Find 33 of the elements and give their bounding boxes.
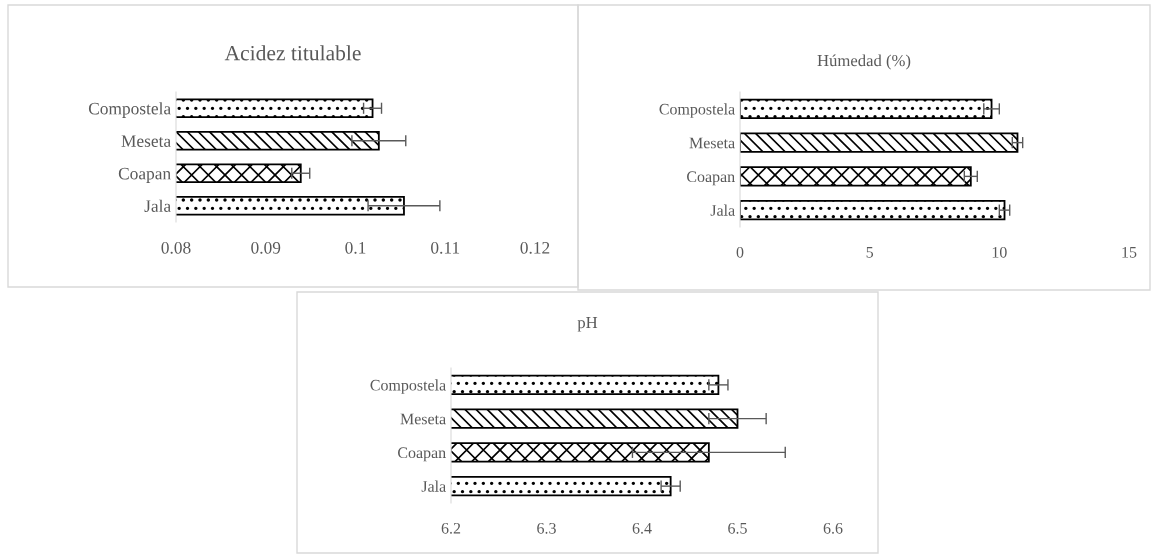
y-tick-label: Jala: [144, 199, 171, 212]
y-tick-label: Coapan: [398, 447, 446, 462]
bar: [740, 132, 1019, 153]
x-tick-label: 0.12: [520, 241, 550, 254]
chart-title: Acidez titulable: [224, 45, 361, 61]
y-tick-label: Meseta: [689, 137, 735, 149]
bar: [740, 98, 993, 120]
bar: [740, 199, 1006, 221]
bar: [740, 166, 972, 187]
x-tick-label: 6.5: [728, 522, 747, 534]
x-tick-label: 0.11: [431, 241, 460, 254]
x-tick-label: 5: [866, 247, 874, 258]
x-tick-label: 15: [1122, 246, 1137, 258]
y-tick-label: Jala: [421, 480, 446, 492]
x-tick-label: 6.6: [823, 522, 843, 534]
y-tick-label: Coapan: [118, 167, 171, 183]
x-tick-label: 0.08: [161, 241, 191, 254]
y-tick-label: Compostela: [88, 102, 171, 118]
y-tick-label: Compostela: [659, 103, 735, 118]
chart-title: Húmedad (%): [817, 54, 911, 70]
y-tick-label: Meseta: [400, 413, 446, 425]
x-tick-label: 0.1: [345, 241, 366, 254]
x-tick-label: 6.2: [441, 522, 461, 534]
x-tick-label: 0.09: [251, 241, 281, 254]
chart-title: pH: [577, 317, 598, 332]
y-tick-label: Compostela: [370, 379, 446, 394]
y-tick-label: Jala: [710, 204, 735, 216]
x-tick-label: 6.4: [632, 522, 652, 534]
y-tick-label: Meseta: [121, 135, 171, 147]
x-tick-label: 6.3: [537, 522, 556, 534]
y-tick-label: Coapan: [687, 171, 735, 186]
x-tick-label: 10: [992, 246, 1007, 258]
x-tick-label: 0: [736, 246, 744, 258]
